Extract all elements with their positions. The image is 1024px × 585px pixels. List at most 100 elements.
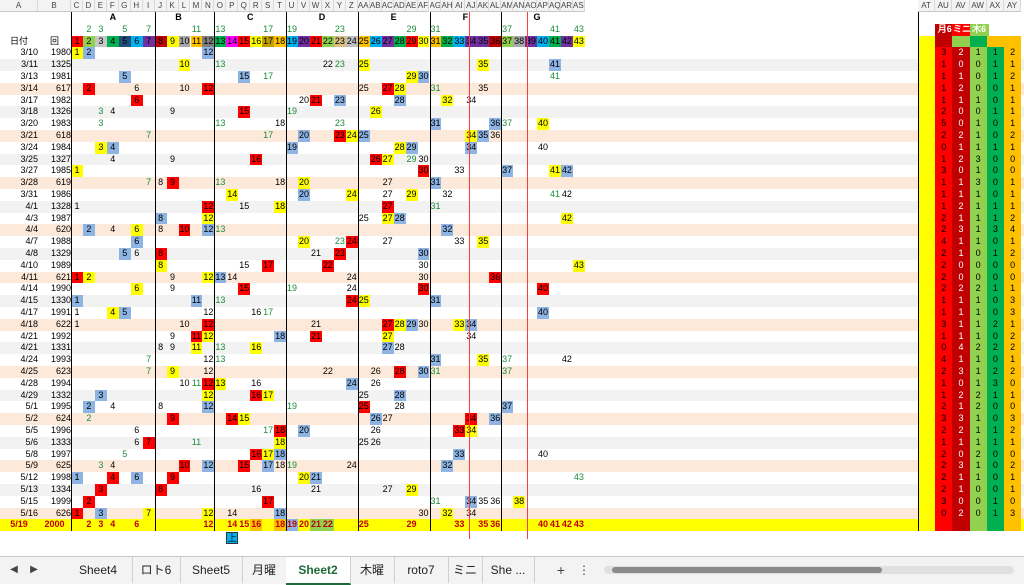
marked-number[interactable]: 40: [538, 448, 549, 459]
marked-number[interactable]: 31: [430, 200, 441, 211]
number-header-41[interactable]: 41: [549, 35, 561, 48]
marked-number[interactable]: 30: [417, 283, 430, 296]
marked-number[interactable]: 41: [549, 71, 560, 81]
marked-number[interactable]: 37: [502, 118, 513, 129]
column-header-c[interactable]: C: [71, 0, 83, 12]
column-header-m[interactable]: M: [190, 0, 203, 12]
marked-number[interactable]: 6: [134, 425, 140, 435]
total-number[interactable]: 22: [321, 519, 334, 532]
marked-number[interactable]: 13: [215, 342, 226, 353]
marked-number[interactable]: 34: [465, 141, 478, 154]
marked-number[interactable]: 30: [418, 153, 429, 164]
marked-number[interactable]: 7: [146, 130, 152, 140]
number-header-5[interactable]: 5: [118, 35, 131, 48]
marked-number[interactable]: 10: [178, 59, 191, 71]
marked-number[interactable]: 20: [298, 130, 310, 142]
marked-number[interactable]: 2: [82, 82, 95, 95]
marked-number[interactable]: 25: [358, 82, 369, 93]
column-header-ar[interactable]: AR: [560, 0, 573, 12]
marked-number[interactable]: 16: [250, 153, 263, 166]
marked-number[interactable]: 6: [130, 472, 143, 484]
marked-number[interactable]: 1: [74, 200, 80, 211]
marked-number[interactable]: 8: [158, 401, 164, 412]
total-number[interactable]: 3: [98, 519, 104, 530]
marked-number[interactable]: 42: [560, 212, 573, 225]
column-header-ao[interactable]: AO: [525, 0, 538, 12]
marked-number[interactable]: 12: [203, 354, 214, 365]
marked-number[interactable]: 20: [298, 236, 310, 248]
marked-number[interactable]: 25: [358, 436, 369, 447]
marked-number[interactable]: 14: [227, 507, 238, 518]
marked-number[interactable]: 33: [453, 425, 466, 437]
column-header-ay[interactable]: AY: [1004, 0, 1022, 12]
marked-number[interactable]: 9: [166, 413, 179, 425]
marked-number[interactable]: 28: [393, 212, 406, 225]
marked-number[interactable]: 9: [170, 283, 176, 294]
marked-number[interactable]: 4: [106, 141, 119, 154]
marked-number[interactable]: 35: [477, 59, 490, 71]
column-header-au[interactable]: AU: [935, 0, 953, 12]
marked-number[interactable]: 2: [82, 495, 95, 508]
marked-number[interactable]: 19: [287, 106, 298, 117]
total-number[interactable]: 43: [573, 519, 584, 530]
total-number[interactable]: 16: [250, 519, 263, 532]
marked-number[interactable]: 18: [274, 507, 287, 520]
marked-number[interactable]: 27: [381, 200, 394, 213]
marked-number[interactable]: 18: [274, 425, 287, 437]
marked-number[interactable]: 35: [477, 236, 490, 248]
marked-number[interactable]: 8: [158, 177, 164, 188]
marked-number[interactable]: 14: [226, 189, 239, 201]
column-header-p[interactable]: P: [226, 0, 239, 12]
marked-number[interactable]: 32: [441, 224, 454, 237]
marked-number[interactable]: 4: [110, 460, 116, 471]
marked-number[interactable]: 23: [333, 130, 346, 142]
marked-number[interactable]: 28: [393, 366, 406, 378]
marked-number[interactable]: 41: [549, 59, 561, 71]
marked-number[interactable]: 36: [490, 130, 501, 140]
marked-number[interactable]: 17: [262, 460, 275, 473]
marked-number[interactable]: 27: [382, 484, 393, 494]
marked-number[interactable]: 18: [274, 200, 287, 213]
marked-number[interactable]: 35: [478, 495, 489, 506]
marked-number[interactable]: 18: [274, 448, 287, 461]
marked-number[interactable]: 8: [154, 248, 167, 260]
number-header-11[interactable]: 11: [190, 35, 203, 48]
marked-number[interactable]: 27: [381, 342, 394, 355]
marked-number[interactable]: 28: [394, 342, 405, 353]
number-header-4[interactable]: 4: [106, 35, 119, 48]
marked-number[interactable]: 30: [417, 248, 430, 260]
sheet-tab[interactable]: Sheet2: [286, 557, 351, 585]
marked-number[interactable]: 4: [106, 307, 119, 319]
marked-number[interactable]: 35: [477, 354, 490, 366]
marked-number[interactable]: 18: [274, 330, 287, 343]
column-header-r[interactable]: R: [250, 0, 263, 12]
marked-number[interactable]: 25: [357, 59, 370, 71]
add-sheet-button[interactable]: +: [556, 562, 566, 578]
marked-number[interactable]: 13: [215, 118, 226, 129]
marked-number[interactable]: 1: [71, 47, 83, 60]
marked-number[interactable]: 36: [490, 495, 501, 506]
column-header-j[interactable]: J: [154, 0, 167, 12]
marked-number[interactable]: 15: [239, 200, 250, 211]
marked-number[interactable]: 1: [71, 507, 83, 520]
total-number[interactable]: 21: [310, 519, 322, 532]
column-header-y[interactable]: Y: [333, 0, 346, 12]
marked-number[interactable]: 36: [489, 271, 502, 284]
marked-number[interactable]: 43: [573, 472, 584, 483]
number-header-8[interactable]: 8: [154, 35, 167, 48]
marked-number[interactable]: 13: [214, 377, 227, 390]
column-header-as[interactable]: AS: [572, 0, 585, 12]
spreadsheet-grid[interactable]: A B C D E F G H I J K L M N O P Q R S T U V W X Y Z AA AB AC AD AE AF AG…: [0, 0, 1024, 556]
marked-number[interactable]: 40: [537, 283, 549, 296]
marked-number[interactable]: 1: [71, 165, 83, 178]
marked-number[interactable]: 1: [74, 318, 80, 329]
marked-number[interactable]: 27: [382, 413, 393, 424]
column-header-q[interactable]: Q: [238, 0, 251, 12]
marked-number[interactable]: 40: [538, 141, 549, 152]
column-header-d[interactable]: D: [82, 0, 95, 12]
marked-number[interactable]: 9: [166, 177, 179, 189]
column-header-ap[interactable]: AP: [537, 0, 549, 12]
number-header-20[interactable]: 20: [298, 35, 310, 48]
total-number[interactable]: 12: [203, 519, 214, 530]
marked-number[interactable]: 15: [238, 413, 251, 425]
